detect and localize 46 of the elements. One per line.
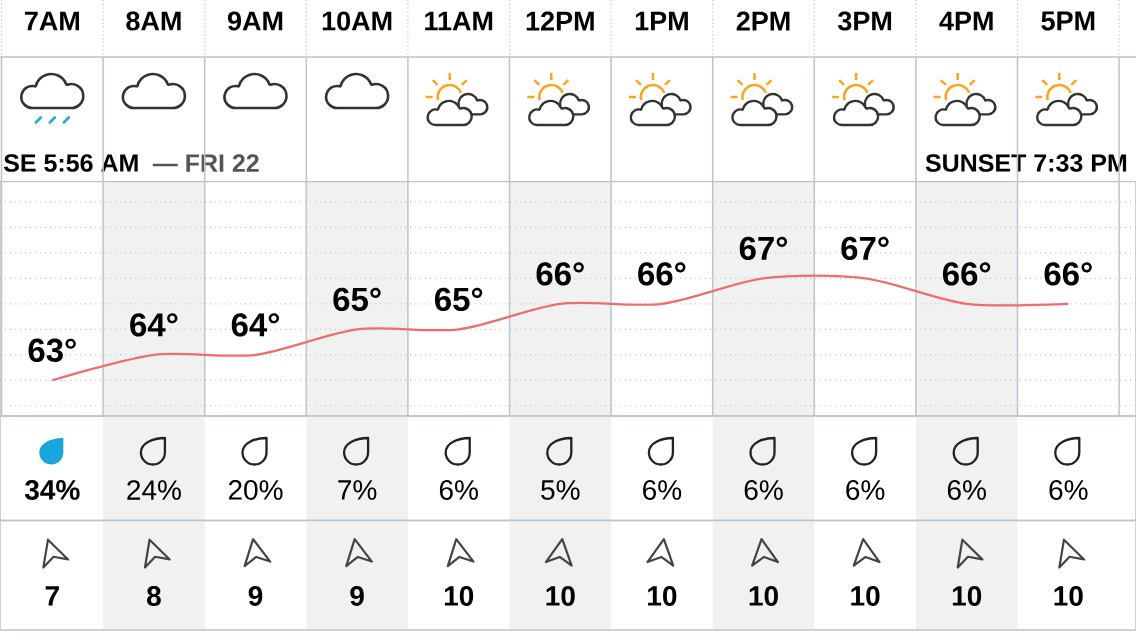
data-label: 34% [24, 480, 80, 500]
data-label: 65° [434, 287, 483, 312]
x-tick-label: 12PM [526, 11, 594, 31]
data-label: 10 [851, 586, 880, 606]
data-label: 65° [333, 287, 381, 312]
data-label: 6% [643, 480, 682, 500]
data-label: 66° [638, 262, 686, 286]
data-label: 10 [952, 586, 982, 606]
x-tick-label: 9AM [227, 11, 283, 31]
data-label: 6% [744, 480, 783, 500]
data-label: 7 [45, 586, 59, 606]
x-tick-label: 2PM [736, 11, 790, 31]
data-label: 6% [947, 480, 986, 500]
text: SE 5:56 AM [3, 154, 138, 172]
x-tick-label: 1PM [635, 11, 688, 31]
data-label: 10 [1054, 586, 1083, 606]
data-label: 6% [1049, 480, 1088, 500]
data-label: 6% [439, 480, 478, 500]
data-label: 10 [444, 586, 474, 606]
x-tick-label: 11AM [425, 11, 493, 31]
data-label: 66° [536, 262, 584, 286]
x-tick-label: 10AM [322, 11, 392, 31]
data-label: 8 [147, 586, 161, 606]
data-label: 67° [739, 236, 788, 261]
data-label: 24% [127, 480, 181, 500]
data-label: 66° [942, 262, 991, 286]
x-tick-label: 7AM [24, 11, 79, 31]
x-tick-label: 3PM [837, 11, 892, 31]
data-label: 20% [228, 480, 283, 500]
data-label: 64° [130, 313, 178, 337]
data-label: 63° [28, 338, 76, 363]
x-tick-label: 5PM [1041, 11, 1095, 31]
data-label: 9 [350, 586, 364, 606]
data-label: 67° [841, 236, 889, 261]
data-label: 10 [546, 586, 575, 606]
x-tick-label: 4PM [939, 11, 993, 31]
data-label: 5% [541, 480, 580, 500]
data-label: 10 [648, 586, 677, 606]
data-label: 6% [846, 480, 885, 500]
data-label: 7% [338, 480, 377, 500]
data-label: 66° [1044, 262, 1092, 286]
data-label: 64° [231, 313, 280, 337]
data-label: 10 [749, 586, 778, 606]
x-tick-label: 8AM [126, 11, 181, 31]
text: SUNSET 7:33 PM [925, 154, 1127, 172]
data-label: 9 [248, 586, 263, 606]
